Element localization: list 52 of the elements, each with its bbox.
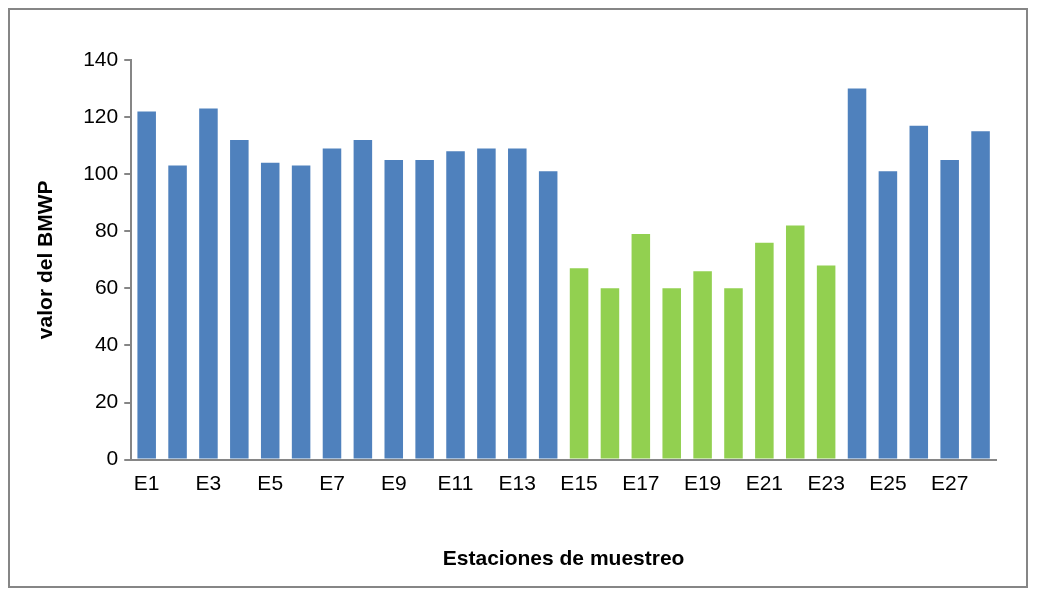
y-tick-label: 80 [94,218,119,242]
x-tick-label: E3 [195,471,222,494]
x-tick-label: E1 [133,471,160,494]
bar [971,131,990,459]
bar [662,288,681,459]
x-tick-label: E25 [869,471,907,494]
bar [785,225,805,459]
x-tick-label: E7 [319,471,345,494]
x-tick-label: E5 [257,471,284,494]
bar [631,234,651,459]
y-tick-label: 20 [94,389,119,413]
bar [724,288,743,459]
bar [909,125,929,459]
bar [384,159,404,459]
bar [477,148,496,459]
bar [816,265,836,459]
bar [693,271,712,459]
y-tick-label: 60 [94,275,119,299]
bar [878,171,898,459]
bar [199,108,218,459]
bar [291,165,311,459]
bar [322,148,342,459]
bar [940,159,959,459]
x-tick-label: E9 [380,471,407,494]
x-tick-label: E15 [560,471,598,494]
bar [508,148,527,459]
bar [538,171,558,459]
bar [755,242,774,459]
bar [847,88,867,459]
x-tick-label: E21 [745,471,784,494]
y-tick-label: 120 [83,103,119,127]
bar [168,165,187,459]
bar [230,139,249,459]
x-tick-label: E23 [807,471,845,494]
x-tick-label: E11 [437,471,474,494]
x-tick-label: E27 [930,471,969,494]
y-tick-label: 40 [94,332,119,356]
x-tick-label: E13 [498,471,536,494]
bar [137,111,156,459]
y-tick-label: 140 [83,46,119,70]
bar [600,288,620,459]
bar [415,159,434,459]
bar [260,162,280,459]
x-tick-label: E17 [622,471,660,494]
bar [446,151,465,459]
x-tick-label: E19 [683,471,722,494]
bar [353,139,373,459]
bar [569,268,589,459]
x-axis-title: Estaciones de muestreo [442,546,685,570]
y-tick-label: 100 [83,160,119,184]
y-tick-label: 0 [106,446,119,470]
y-axis-title: valor del BMWP [33,180,57,340]
